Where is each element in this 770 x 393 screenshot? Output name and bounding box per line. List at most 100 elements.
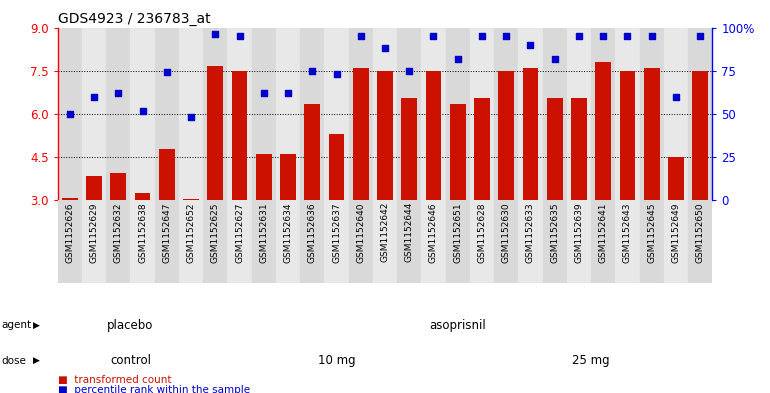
- Point: [645, 33, 658, 39]
- Point: [233, 33, 246, 39]
- Text: 25 mg: 25 mg: [572, 354, 610, 367]
- Bar: [401, 98, 417, 200]
- Bar: [523, 68, 538, 200]
- Point: [185, 114, 197, 121]
- Bar: [571, 98, 587, 200]
- Text: GSM1152634: GSM1152634: [283, 202, 293, 263]
- Bar: [130, 28, 155, 200]
- Bar: [644, 68, 660, 200]
- Point: [670, 94, 682, 100]
- Bar: [567, 28, 591, 200]
- Text: GSM1152645: GSM1152645: [647, 202, 656, 263]
- Point: [621, 33, 634, 39]
- Text: GSM1152647: GSM1152647: [162, 202, 172, 263]
- Bar: [615, 28, 640, 200]
- Bar: [207, 66, 223, 200]
- Bar: [256, 154, 272, 200]
- Bar: [82, 200, 106, 283]
- Bar: [692, 71, 708, 200]
- Point: [476, 33, 488, 39]
- Bar: [349, 28, 373, 200]
- Bar: [377, 71, 393, 200]
- Text: dose: dose: [2, 356, 26, 365]
- Bar: [688, 200, 712, 283]
- Bar: [110, 173, 126, 200]
- Text: GSM1152638: GSM1152638: [138, 202, 147, 263]
- Text: GSM1152646: GSM1152646: [429, 202, 438, 263]
- Bar: [179, 28, 203, 200]
- Bar: [276, 28, 300, 200]
- Text: GSM1152639: GSM1152639: [574, 202, 584, 263]
- Text: GSM1152630: GSM1152630: [502, 202, 511, 263]
- Bar: [668, 157, 684, 200]
- Text: GSM1152631: GSM1152631: [259, 202, 268, 263]
- Bar: [498, 71, 514, 200]
- Bar: [329, 134, 344, 200]
- Bar: [494, 28, 518, 200]
- Text: ▶: ▶: [33, 321, 40, 330]
- Bar: [252, 200, 276, 283]
- Bar: [640, 28, 664, 200]
- Point: [136, 107, 149, 114]
- Bar: [349, 200, 373, 283]
- Bar: [280, 154, 296, 200]
- Point: [258, 90, 270, 96]
- Point: [597, 33, 609, 39]
- Point: [500, 33, 512, 39]
- Bar: [518, 200, 543, 283]
- Text: GSM1152643: GSM1152643: [623, 202, 632, 263]
- Point: [88, 94, 100, 100]
- Bar: [227, 28, 252, 200]
- Point: [355, 33, 367, 39]
- Point: [548, 55, 561, 62]
- Bar: [688, 28, 712, 200]
- Bar: [518, 28, 543, 200]
- Point: [451, 55, 464, 62]
- Bar: [203, 28, 227, 200]
- Bar: [135, 193, 150, 200]
- Text: GDS4923 / 236783_at: GDS4923 / 236783_at: [58, 12, 210, 26]
- Text: GSM1152651: GSM1152651: [454, 202, 462, 263]
- Text: GSM1152625: GSM1152625: [211, 202, 219, 263]
- Bar: [474, 98, 490, 200]
- Bar: [159, 149, 175, 200]
- Bar: [470, 28, 494, 200]
- Point: [64, 111, 76, 117]
- Bar: [421, 200, 446, 283]
- Bar: [106, 28, 130, 200]
- Bar: [426, 71, 441, 200]
- Text: GSM1152642: GSM1152642: [380, 202, 390, 263]
- Bar: [373, 200, 397, 283]
- Bar: [543, 28, 567, 200]
- Text: GSM1152650: GSM1152650: [695, 202, 705, 263]
- Bar: [179, 200, 203, 283]
- Bar: [227, 200, 252, 283]
- Bar: [203, 200, 227, 283]
- Bar: [106, 200, 130, 283]
- Bar: [300, 28, 324, 200]
- Bar: [595, 62, 611, 200]
- Bar: [58, 28, 82, 200]
- Point: [209, 31, 222, 38]
- Text: GSM1152628: GSM1152628: [477, 202, 487, 263]
- Point: [379, 45, 391, 51]
- Bar: [252, 28, 276, 200]
- Bar: [591, 200, 615, 283]
- Text: GSM1152640: GSM1152640: [357, 202, 365, 263]
- Bar: [567, 200, 591, 283]
- Bar: [591, 28, 615, 200]
- Point: [330, 71, 343, 77]
- Text: GSM1152652: GSM1152652: [186, 202, 196, 263]
- Bar: [130, 200, 155, 283]
- Bar: [58, 200, 82, 283]
- Bar: [232, 71, 247, 200]
- Point: [161, 69, 173, 75]
- Text: GSM1152635: GSM1152635: [551, 202, 559, 263]
- Bar: [155, 28, 179, 200]
- Point: [694, 33, 706, 39]
- Bar: [640, 200, 664, 283]
- Text: GSM1152632: GSM1152632: [114, 202, 123, 263]
- Bar: [324, 200, 349, 283]
- Bar: [470, 200, 494, 283]
- Bar: [183, 199, 199, 200]
